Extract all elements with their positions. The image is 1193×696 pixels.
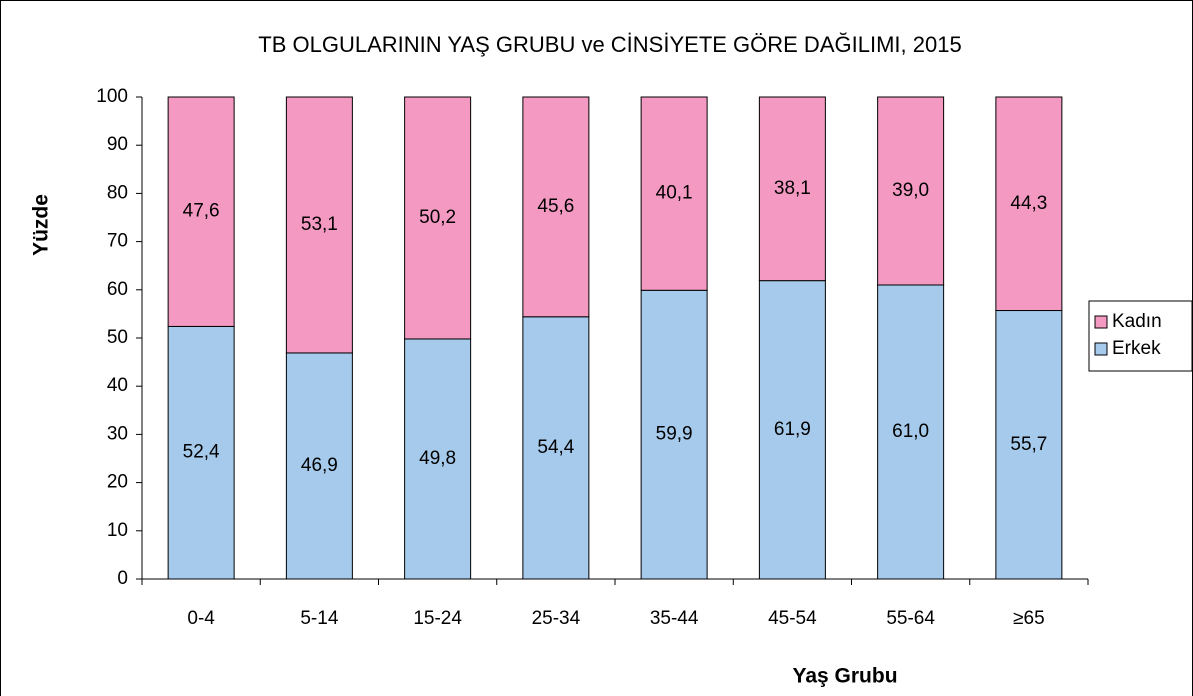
y-tick-label: 100 bbox=[96, 86, 128, 107]
bar-segment bbox=[995, 96, 1063, 312]
data-label: 61,9 bbox=[774, 419, 811, 440]
x-tick-label: 45-54 bbox=[768, 608, 817, 629]
bar-segment bbox=[404, 96, 472, 340]
data-label: 39,0 bbox=[892, 180, 929, 201]
legend-box bbox=[1088, 300, 1193, 372]
bar-segment bbox=[167, 96, 235, 327]
x-tick-label: 15-24 bbox=[413, 608, 462, 629]
legend-label: Erkek bbox=[1112, 338, 1161, 359]
y-tick-label: 80 bbox=[107, 182, 128, 203]
x-tick-label: 55-64 bbox=[886, 608, 935, 629]
x-tick-label: 25-34 bbox=[532, 608, 581, 629]
data-label: 59,9 bbox=[656, 424, 693, 445]
x-axis-title: Yaş Grubu bbox=[792, 665, 897, 688]
data-label: 55,7 bbox=[1010, 434, 1047, 455]
data-label: 44,3 bbox=[1010, 193, 1047, 214]
x-tick-label: 0-4 bbox=[187, 608, 215, 629]
bar-segment bbox=[640, 289, 708, 580]
data-label: 54,4 bbox=[537, 437, 574, 458]
data-label: 61,0 bbox=[892, 421, 929, 442]
x-tick-label: 5-14 bbox=[300, 608, 338, 629]
x-tick-label: ≥65 bbox=[1013, 608, 1045, 629]
bar-segment bbox=[995, 310, 1063, 580]
y-tick-label: 40 bbox=[107, 375, 128, 396]
y-tick-label: 30 bbox=[107, 423, 128, 444]
y-tick-label: 0 bbox=[117, 568, 128, 589]
bar-segment bbox=[285, 96, 353, 354]
data-label: 46,9 bbox=[301, 455, 338, 476]
bar-segment bbox=[285, 352, 353, 580]
y-tick-label: 70 bbox=[107, 231, 128, 252]
bar-segment bbox=[758, 280, 826, 580]
bar-segment bbox=[640, 96, 708, 291]
x-tick-label: 35-44 bbox=[650, 608, 699, 629]
legend-swatch bbox=[1094, 315, 1108, 329]
data-label: 47,6 bbox=[183, 201, 220, 222]
data-label: 50,2 bbox=[419, 207, 456, 228]
legend-swatch bbox=[1094, 342, 1108, 356]
bar-segment bbox=[877, 96, 945, 286]
chart-title: TB OLGULARININ YAŞ GRUBU ve CİNSİYETE GÖ… bbox=[258, 32, 961, 57]
y-axis-title: Yüzde bbox=[30, 194, 53, 256]
y-tick-label: 60 bbox=[107, 279, 128, 300]
data-label: 49,8 bbox=[419, 448, 456, 469]
data-label: 53,1 bbox=[301, 214, 338, 235]
y-tick-label: 20 bbox=[107, 472, 128, 493]
data-label: 45,6 bbox=[537, 196, 574, 217]
data-label: 52,4 bbox=[183, 442, 220, 463]
legend-label: Kadın bbox=[1112, 311, 1162, 332]
data-label: 38,1 bbox=[774, 178, 811, 199]
y-tick-label: 90 bbox=[107, 134, 128, 155]
y-tick-label: 50 bbox=[107, 327, 128, 348]
y-tick-label: 10 bbox=[107, 520, 128, 541]
bar-segment bbox=[167, 325, 235, 580]
data-label: 40,1 bbox=[656, 183, 693, 204]
bar-segment bbox=[522, 96, 590, 318]
bar-segment bbox=[758, 96, 826, 282]
bar-segment bbox=[877, 284, 945, 580]
